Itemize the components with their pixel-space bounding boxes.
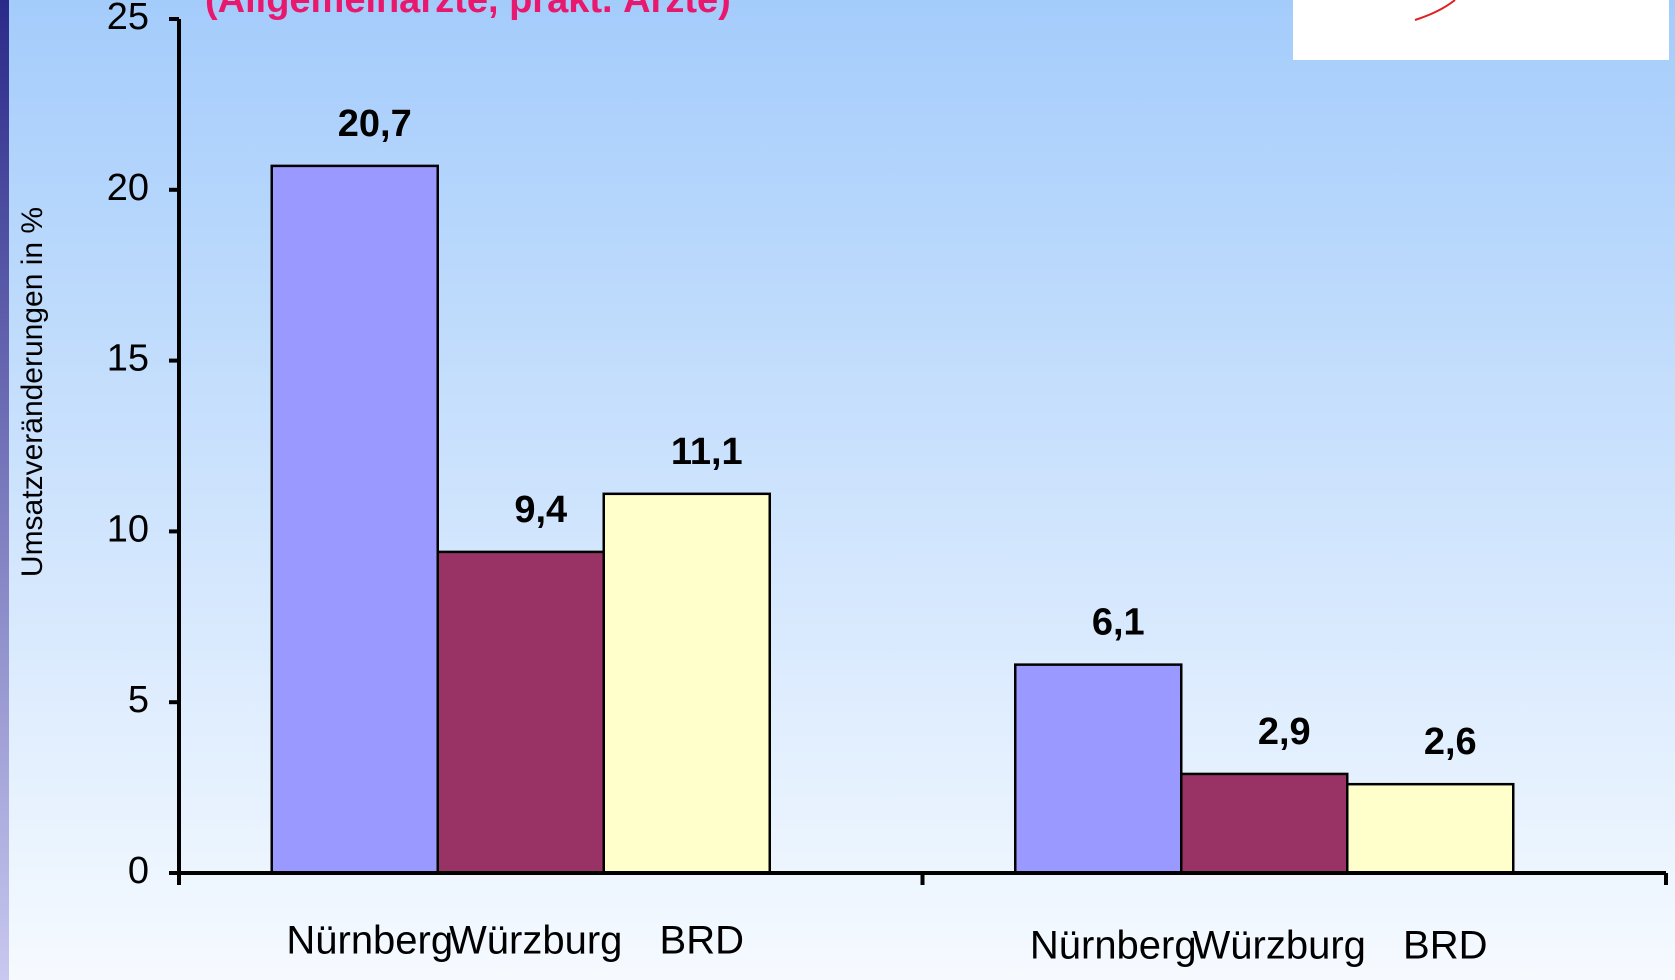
legend-label: BRD (1403, 924, 1487, 968)
legend-label: Nürnberg (1030, 924, 1197, 968)
bar (1180, 772, 1349, 875)
value-label: 9,4 (514, 489, 567, 531)
bar (436, 550, 605, 875)
y-tick-label: 15 (107, 338, 149, 380)
bar (270, 164, 439, 875)
value-label: 2,9 (1258, 711, 1311, 753)
y-tick-label: 10 (107, 508, 149, 550)
y-tick-label: 0 (128, 850, 149, 892)
logo-mark (1414, 0, 1456, 21)
value-label: 6,1 (1092, 602, 1145, 644)
bar (602, 492, 771, 875)
value-label: 2,6 (1424, 721, 1477, 763)
y-tick-label: 5 (128, 679, 149, 721)
logo-box (1293, 0, 1669, 60)
bar (1014, 663, 1183, 875)
slide-edge (0, 0, 9, 980)
chart-subtitle: (Allgemeinärzte, prakt. Ärzte) (205, 0, 731, 21)
y-tick-label: 20 (107, 167, 149, 209)
legend-label: Würzburg (449, 919, 622, 963)
y-tick-label: 25 (107, 0, 149, 38)
value-label: 11,1 (671, 431, 743, 473)
legend-label: Würzburg (1193, 924, 1366, 968)
legend-label: Nürnberg (286, 919, 453, 963)
bar (1346, 782, 1515, 875)
y-axis-label: Umsatzveränderungen in % (16, 207, 49, 577)
legend-label: BRD (660, 919, 744, 963)
value-label: 20,7 (338, 103, 412, 145)
